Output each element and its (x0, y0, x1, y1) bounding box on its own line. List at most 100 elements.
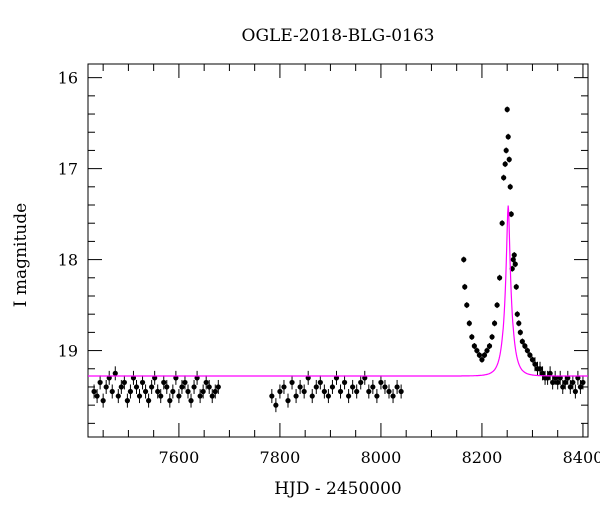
data-point (570, 379, 576, 386)
data-point (139, 379, 146, 386)
data-point (293, 393, 299, 399)
y-tick-label: 17 (58, 160, 78, 179)
data-point (167, 398, 173, 404)
data-point (562, 379, 568, 386)
data-point (469, 334, 475, 340)
data-point (386, 388, 392, 395)
data-point (544, 375, 551, 381)
data-point (136, 393, 143, 399)
data-point (161, 379, 167, 386)
data-point (527, 352, 533, 358)
data-point (516, 320, 522, 326)
data-point (149, 384, 155, 390)
data-point (109, 388, 115, 395)
data-point (464, 302, 470, 308)
data-point (281, 384, 287, 390)
data-point (512, 261, 518, 267)
data-point (394, 384, 400, 390)
data-point (479, 357, 485, 363)
data-point (337, 388, 344, 395)
data-point (329, 384, 336, 390)
data-point (502, 161, 508, 167)
data-point (325, 393, 332, 399)
axis-ticks (88, 64, 588, 437)
data-point (346, 393, 352, 399)
data-point (539, 370, 546, 376)
data-point (508, 211, 514, 217)
data-point (519, 338, 525, 345)
data-point (555, 379, 561, 386)
data-point (354, 388, 360, 395)
data-point (366, 388, 372, 395)
data-point (197, 393, 203, 399)
data-point (142, 388, 149, 395)
data-point (510, 256, 516, 263)
data-point (560, 384, 566, 390)
tick-labels: 7600 7800 8000 8200 8400 16 17 18 19 (58, 69, 600, 467)
data-point (191, 384, 197, 390)
data-point (146, 398, 152, 404)
data-point (513, 284, 519, 290)
data-point (124, 398, 130, 404)
data-point (484, 347, 490, 354)
data-point (529, 357, 536, 363)
y-tick-label: 19 (58, 342, 78, 361)
data-point (155, 388, 161, 395)
chart-title: OGLE-2018-BLG-0163 (242, 26, 435, 46)
data-point (289, 379, 295, 386)
data-point (567, 384, 573, 390)
x-tick-label: 7600 (159, 448, 200, 467)
data-point (504, 106, 510, 113)
data-point (309, 393, 315, 399)
data-point (517, 329, 523, 335)
data-point (522, 343, 528, 349)
data-point (462, 284, 468, 290)
data-point (532, 361, 538, 367)
data-point (317, 379, 323, 386)
y-axis-label: I magnitude (11, 203, 31, 307)
data-point (506, 156, 512, 163)
data-point (206, 384, 212, 390)
data-point (185, 388, 191, 395)
y-tick-label: 16 (58, 69, 78, 88)
model-curve (88, 205, 588, 377)
data-point (550, 379, 556, 386)
data-point (580, 379, 586, 386)
data-point (112, 370, 118, 376)
data-point (121, 379, 127, 386)
data-point (313, 384, 319, 390)
y-tick-label: 18 (58, 251, 78, 270)
data-point (203, 379, 209, 386)
data-point (103, 384, 109, 390)
data-point (273, 402, 279, 408)
data-point (471, 343, 477, 349)
data-point (501, 175, 507, 181)
data-point (176, 393, 182, 399)
data-point (511, 252, 517, 258)
data-point (115, 393, 121, 399)
data-point (170, 388, 176, 395)
data-point (209, 393, 215, 399)
data-point (370, 384, 376, 390)
data-point (118, 384, 124, 390)
data-point (461, 256, 467, 263)
data-point (476, 352, 483, 358)
data-point (301, 388, 307, 395)
data-point (572, 388, 578, 395)
data-point (398, 388, 404, 395)
data-point (489, 334, 495, 340)
data-point (514, 311, 520, 317)
data-point (537, 366, 543, 372)
data-point (524, 347, 530, 354)
data-point (97, 379, 103, 386)
data-point (466, 320, 472, 326)
data-point (378, 379, 384, 386)
data-point (499, 220, 505, 226)
data-point (91, 388, 97, 395)
plot-frame (87, 63, 589, 438)
data-point (547, 370, 553, 376)
data-point (164, 384, 170, 390)
data-point (212, 388, 218, 395)
data-point (474, 347, 480, 354)
